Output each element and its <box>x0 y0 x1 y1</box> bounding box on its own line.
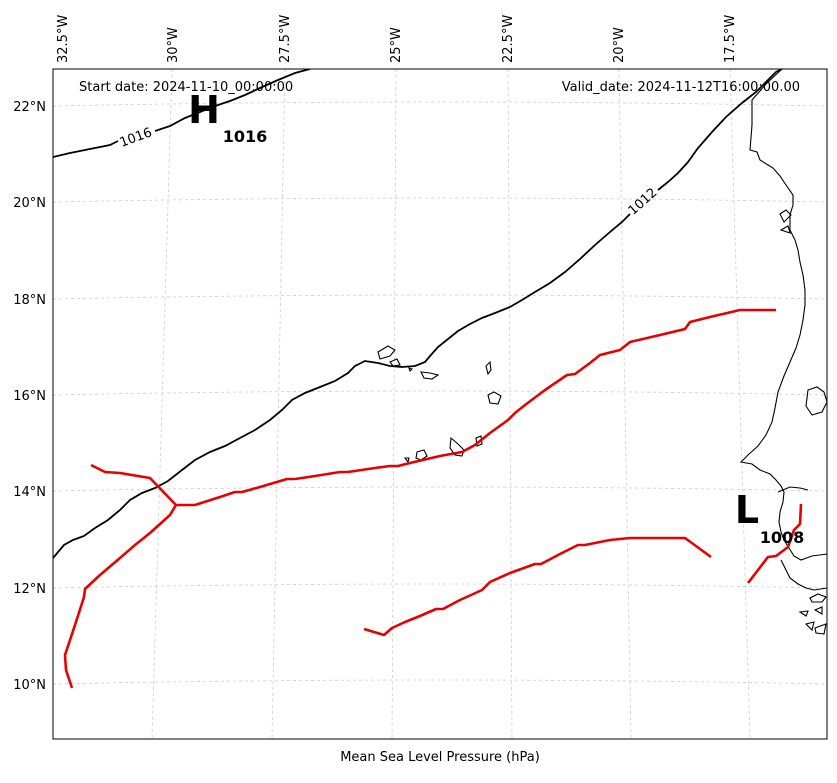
trough-lines <box>63 308 803 689</box>
lon-tick-20w: 20°W <box>612 27 627 63</box>
trough-southern <box>363 536 712 637</box>
gambia-outline <box>777 486 809 493</box>
cape-verde-sal <box>485 360 492 376</box>
mauritania-islands <box>779 209 792 234</box>
longitude-ticks: 32.5°W 30°W 27.5°W 25°W 22.5°W 20°W 17.5… <box>56 15 738 63</box>
low-pressure-value: 1008 <box>760 528 805 547</box>
meridian-20w <box>618 69 632 739</box>
start-date-label: Start date: 2024-11-10_00:00:00 <box>79 80 293 95</box>
parallel-12n <box>53 583 827 589</box>
latitude-ticks: 22°N 20°N 18°N 16°N 14°N 12°N 10°N <box>13 100 46 693</box>
cape-verde-boa-vista <box>487 391 502 405</box>
isobar-1016-east <box>154 69 311 132</box>
isobar-1012 <box>53 213 631 559</box>
parallel-16n <box>53 390 827 396</box>
lon-tick-32-5w: 32.5°W <box>56 15 71 63</box>
cape-verde-brava <box>403 457 410 464</box>
parallel-14n <box>53 486 827 492</box>
lon-tick-17-5w: 17.5°W <box>723 15 738 63</box>
cape-verde-santa-luzia <box>408 367 414 373</box>
parallel-20n <box>53 197 827 203</box>
parallel-10n <box>53 679 827 685</box>
cape-verde-santo-antao <box>377 345 396 360</box>
trough-branch-south <box>63 504 178 689</box>
lon-tick-30w: 30°W <box>166 27 181 63</box>
parallel-18n <box>53 294 827 300</box>
map-frame-background <box>53 69 827 739</box>
lon-tick-25w: 25°W <box>389 27 404 63</box>
lat-tick-14n: 14°N <box>13 485 46 500</box>
high-pressure-symbol: H <box>188 88 220 132</box>
parallel-22n <box>53 101 827 107</box>
lat-tick-22n: 22°N <box>13 100 46 115</box>
isobar-1012-upper <box>657 69 783 191</box>
lat-tick-12n: 12°N <box>13 582 46 597</box>
lat-tick-16n: 16°N <box>13 389 46 404</box>
lake-guiers <box>805 386 827 416</box>
meridian-30w <box>151 69 173 739</box>
cape-verde-santiago <box>449 436 465 457</box>
cape-verde-sao-nicolau <box>420 371 440 380</box>
lat-tick-10n: 10°N <box>13 678 46 693</box>
high-pressure-value: 1016 <box>223 127 268 146</box>
cape-verde-fogo <box>415 449 428 461</box>
meridian-27-5w <box>271 69 286 739</box>
trough-main <box>90 308 776 507</box>
valid-date-label: Valid_date: 2024-11-12T16:00:00.00 <box>562 80 800 95</box>
lat-tick-18n: 18°N <box>13 293 46 308</box>
map-caption: Mean Sea Level Pressure (hPa) <box>340 750 540 765</box>
africa-coastline <box>739 69 827 561</box>
meridian-17-5w <box>729 69 751 739</box>
lat-tick-20n: 20°N <box>13 196 46 211</box>
map-frame-border <box>52 68 828 740</box>
coastlines <box>377 69 827 635</box>
bijagos-islands <box>798 593 827 635</box>
low-pressure-symbol: L <box>735 488 759 532</box>
lon-tick-27-5w: 27.5°W <box>278 15 293 63</box>
isobars <box>53 69 783 559</box>
lon-tick-22-5w: 22.5°W <box>501 15 516 63</box>
meridian-22-5w <box>507 69 513 739</box>
guinea-bissau-coast <box>780 559 827 591</box>
isobar-1016-west <box>53 140 119 158</box>
trough-coastal <box>746 503 803 584</box>
cape-verde-sao-vicente <box>389 358 401 367</box>
